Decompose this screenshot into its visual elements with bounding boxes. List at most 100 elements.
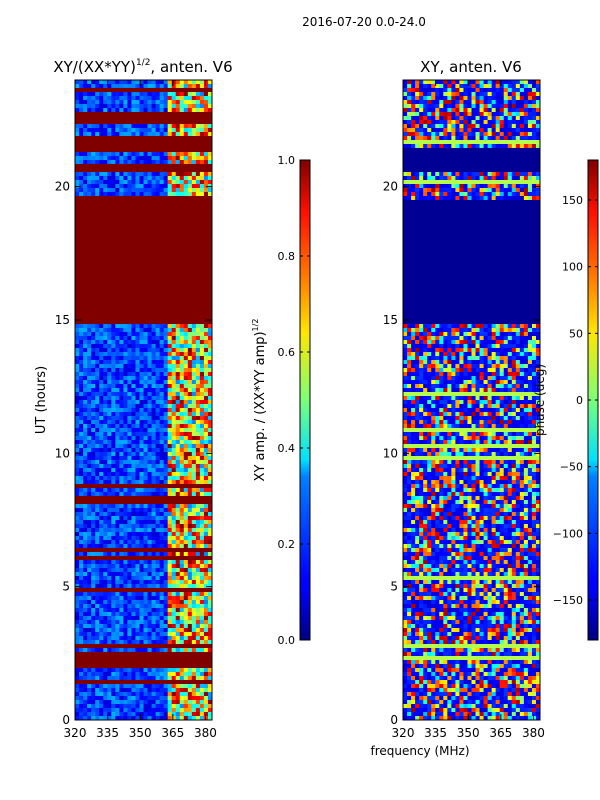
amplitude-cell (95, 584, 100, 589)
amplitude-cell (115, 128, 120, 133)
amplitude-cell (167, 604, 173, 609)
phase-cell (483, 108, 489, 113)
amplitude-cell (139, 356, 144, 361)
amplitude-cell (139, 368, 144, 373)
amplitude-cell (163, 552, 169, 557)
amplitude-cell (183, 432, 189, 437)
amplitude-cell (79, 80, 84, 85)
amplitude-cell (139, 84, 144, 89)
phase-cell (455, 116, 460, 121)
phase-cell (423, 124, 428, 129)
amplitude-cell (191, 328, 197, 333)
amplitude-cell (75, 264, 212, 269)
amplitude-cell (171, 592, 177, 597)
amplitude-cell (159, 176, 165, 181)
amplitude-cell (99, 624, 104, 629)
amplitude-cell (151, 604, 156, 609)
amplitude-cell (199, 420, 205, 425)
phase-cell (463, 332, 468, 337)
amplitude-cell (191, 124, 197, 129)
amplitude-cell (151, 696, 156, 701)
amplitude-cell (91, 176, 96, 181)
phase-cell (415, 176, 420, 181)
phase-cell (431, 332, 436, 337)
phase-cell (527, 332, 533, 337)
amplitude-cell (79, 564, 84, 569)
amplitude-cell (195, 648, 201, 653)
amplitude-cell (95, 356, 100, 361)
amplitude-cell (159, 96, 165, 101)
amplitude-cell (191, 480, 197, 485)
amplitude-cell (127, 456, 132, 461)
phase-cell (483, 84, 489, 89)
amplitude-cell (191, 460, 197, 465)
amplitude-cell (207, 428, 212, 433)
amplitude-heatmap-row (75, 144, 212, 149)
amplitude-cell (151, 472, 156, 477)
amplitude-cell (179, 628, 185, 633)
amplitude-cell (207, 340, 212, 345)
phase-cell (519, 144, 525, 149)
amplitude-cell (75, 180, 80, 185)
amplitude-cell (99, 432, 104, 437)
amplitude-cell (155, 668, 161, 673)
amplitude-cell (155, 676, 161, 681)
amplitude-cell (135, 476, 140, 481)
phase-cell (471, 104, 476, 109)
amplitude-cell (183, 608, 189, 613)
amplitude-cell (135, 532, 140, 537)
phase-cell (471, 348, 476, 353)
amplitude-cell (91, 96, 96, 101)
amplitude-cell (135, 608, 140, 613)
amplitude-cell (183, 532, 189, 537)
amplitude-cell (155, 324, 161, 329)
amplitude-cell (119, 672, 124, 677)
amplitude-cell (183, 700, 189, 705)
amplitude-cell (131, 192, 136, 197)
amplitude-cell (95, 368, 100, 373)
amplitude-cell (107, 436, 112, 441)
amplitude-cell (75, 672, 80, 677)
amplitude-cell (103, 456, 108, 461)
phase-cell (419, 132, 424, 137)
amplitude-cell (79, 448, 84, 453)
amplitude-cell (111, 592, 116, 597)
phase-cell (535, 144, 540, 149)
amplitude-cell (87, 688, 92, 693)
amplitude-cell (119, 528, 124, 533)
amplitude-cell (75, 244, 212, 249)
phase-cell (507, 332, 513, 337)
amplitude-cell (187, 360, 193, 365)
amplitude-cell (147, 524, 152, 529)
amplitude-cell (199, 516, 205, 521)
amplitude-cell (119, 668, 124, 673)
amplitude-cell (179, 80, 185, 85)
amplitude-heatmap-row (75, 100, 212, 105)
phase-cell (415, 196, 420, 201)
amplitude-cell (75, 104, 80, 109)
amplitude-cell (179, 132, 185, 137)
amplitude-cell (135, 420, 140, 425)
amplitude-cell (151, 416, 156, 421)
amplitude-heatmap-row (75, 264, 212, 269)
phase-cell (523, 340, 529, 345)
amplitude-cell (131, 564, 136, 569)
phase-cell (507, 116, 513, 121)
phase-cell (471, 136, 476, 141)
phase-cell (443, 136, 448, 141)
amplitude-cell (147, 160, 152, 165)
phase-cell (443, 96, 448, 101)
amplitude-cell (171, 456, 177, 461)
phase-cell (527, 88, 533, 93)
amplitude-cell (179, 704, 185, 709)
amplitude-heatmap-row (75, 116, 212, 121)
phase-cell (483, 192, 489, 197)
phase-cell (463, 128, 468, 133)
amplitude-cell (183, 600, 189, 605)
phase-cell (503, 96, 509, 101)
amplitude-cell (175, 412, 181, 417)
amplitude-cell (135, 568, 140, 573)
colorbar-tick-label: 0.6 (278, 346, 296, 359)
phase-cell (435, 116, 440, 121)
amplitude-cell (167, 108, 173, 113)
